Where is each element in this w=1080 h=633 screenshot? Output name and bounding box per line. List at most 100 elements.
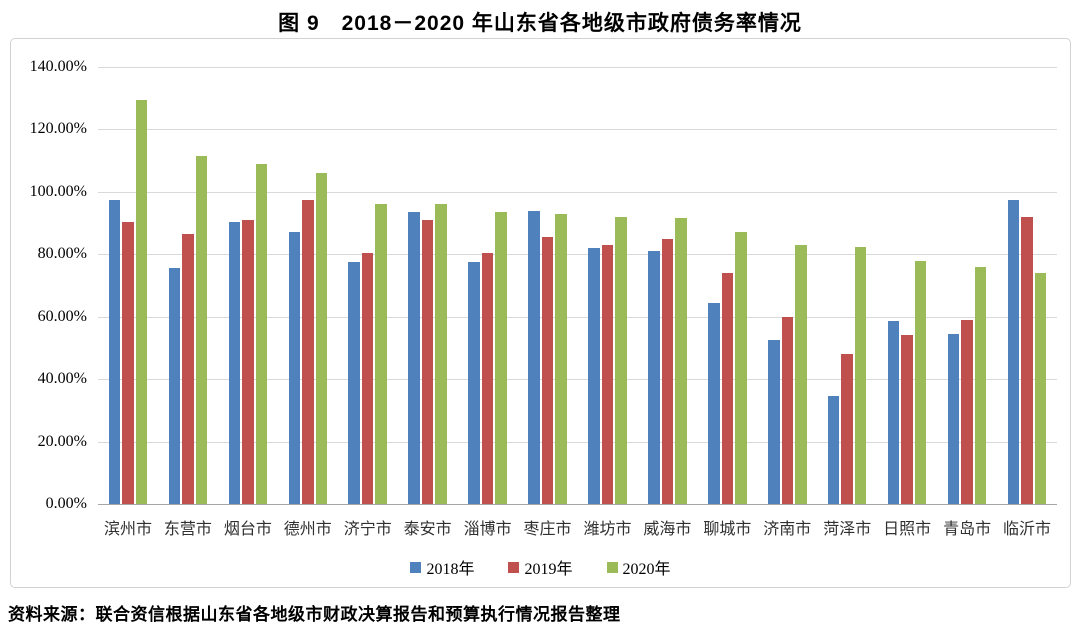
bar-2018年-聊城市 <box>708 302 720 504</box>
x-axis-tick-label: 威海市 <box>643 521 692 538</box>
legend-label: 2020年 <box>622 561 671 578</box>
gridline <box>98 379 1057 381</box>
bar-group-青岛市 <box>937 67 997 504</box>
chart-legend: 2018年 2019年 2020年 <box>11 555 1070 579</box>
bar-2020年-淄博市 <box>495 212 507 504</box>
bar-2018年-日照市 <box>887 321 900 504</box>
bar-2020年-德州市 <box>315 173 328 504</box>
bar-2019年-东营市 <box>182 234 194 504</box>
bar-2020年-潍坊市 <box>615 216 627 504</box>
bar-2019年-泰安市 <box>421 219 434 504</box>
bar-2020年-滨州市 <box>135 99 148 504</box>
bar-2019年-济宁市 <box>361 252 374 504</box>
x-axis-tick-label: 青岛市 <box>943 521 992 538</box>
bar-2019年-济南市 <box>781 316 794 504</box>
bar-group-聊城市 <box>697 67 757 504</box>
x-axis-tick-label: 东营市 <box>163 521 212 538</box>
bar-2019年-淄博市 <box>481 252 494 504</box>
bar-2020年-泰安市 <box>435 204 447 504</box>
bar-group-济宁市 <box>338 67 398 504</box>
bar-group-枣庄市 <box>518 67 578 504</box>
x-axis-tick-label: 临沂市 <box>1003 521 1052 538</box>
gridline <box>98 129 1057 131</box>
y-axis-tick-label: 140.00% <box>29 58 87 75</box>
bar-2018年-菏泽市 <box>827 396 840 504</box>
bar-2019年-菏泽市 <box>841 354 853 504</box>
bar-group-威海市 <box>637 67 697 504</box>
x-axis-tick-label: 烟台市 <box>223 521 272 538</box>
legend-swatch-icon <box>606 561 618 573</box>
bar-2019年-德州市 <box>302 199 314 504</box>
y-axis-tick-label: 60.00% <box>37 307 87 325</box>
x-axis-tick-label: 淄博市 <box>463 521 512 538</box>
bar-2018年-威海市 <box>648 251 660 504</box>
bar-2018年-淄博市 <box>468 262 480 504</box>
y-axis-tick-label: 20.00% <box>37 432 87 450</box>
legend-item-2020年: 2020年 <box>606 555 671 579</box>
x-axis-tick-label: 枣庄市 <box>523 521 572 538</box>
bar-2018年-济南市 <box>768 340 780 504</box>
bar-group-济南市 <box>757 67 817 504</box>
bar-2020年-济南市 <box>795 244 807 504</box>
bar-group-烟台市 <box>218 67 278 504</box>
bar-2019年-烟台市 <box>242 219 254 504</box>
gridline <box>98 67 1057 68</box>
bar-2020年-东营市 <box>195 156 208 504</box>
bar-group-日照市 <box>877 67 937 504</box>
x-axis-line <box>98 504 1057 505</box>
bar-group-菏泽市 <box>817 67 877 504</box>
bar-2019年-聊城市 <box>721 273 734 504</box>
x-axis-tick-label: 济宁市 <box>343 521 392 538</box>
bar-2018年-泰安市 <box>408 212 420 504</box>
bar-2018年-烟台市 <box>228 221 241 504</box>
bar-2018年-枣庄市 <box>528 210 540 504</box>
y-axis-tick-label: 120.00% <box>29 120 87 138</box>
legend-label: 2019年 <box>524 561 573 578</box>
legend-swatch-icon <box>410 561 422 573</box>
chart-title: 图 9 2018－2020 年山东省各地级市政府债务率情况 <box>278 12 802 35</box>
y-axis-tick-label: 0.00% <box>45 495 87 512</box>
x-axis-tick-label: 济南市 <box>763 521 812 538</box>
bar-2020年-菏泽市 <box>854 246 867 504</box>
bar-2020年-威海市 <box>675 218 687 504</box>
bar-2020年-临沂市 <box>1034 273 1047 504</box>
y-axis-tick-label: 80.00% <box>37 245 87 263</box>
source-note: 资料来源：联合资信根据山东省各地级市财政决算报告和预算执行情况报告整理 <box>8 605 621 624</box>
bar-group-临沂市 <box>997 67 1057 504</box>
gridline <box>98 191 1057 193</box>
bar-2020年-聊城市 <box>735 232 747 504</box>
bar-group-德州市 <box>278 67 338 504</box>
bar-group-滨州市 <box>98 67 158 504</box>
x-axis-tick-label: 聊城市 <box>703 521 752 538</box>
x-axis-tick-label: 滨州市 <box>103 521 152 538</box>
bar-2019年-临沂市 <box>1021 216 1033 504</box>
x-axis-tick-label: 日照市 <box>883 521 932 538</box>
bar-2018年-东营市 <box>168 268 181 504</box>
bar-group-东营市 <box>158 67 218 504</box>
gridline <box>98 316 1057 318</box>
y-axis-tick-label: 40.00% <box>37 370 87 388</box>
gridline <box>98 254 1057 256</box>
chart-frame: 0.00% 20.00% 40.00% 60.00% 80.00% 100.00% 120.… <box>10 38 1071 588</box>
bar-2019年-青岛市 <box>961 319 973 504</box>
bar-2018年-潍坊市 <box>588 248 600 504</box>
bar-2019年-潍坊市 <box>601 244 614 504</box>
x-axis-tick-label: 潍坊市 <box>583 521 632 538</box>
bar-2018年-德州市 <box>288 232 301 504</box>
bar-2019年-枣庄市 <box>541 237 554 504</box>
x-axis-tick-label: 德州市 <box>283 521 332 538</box>
bar-2019年-日照市 <box>901 335 913 504</box>
bar-2020年-日照市 <box>914 260 927 504</box>
bar-2018年-青岛市 <box>947 333 960 504</box>
bar-2020年-烟台市 <box>255 163 268 504</box>
bar-2020年-青岛市 <box>974 266 987 504</box>
bar-group-淄博市 <box>458 67 518 504</box>
y-axis-tick-label: 100.00% <box>29 182 87 200</box>
bar-2020年-枣庄市 <box>555 213 567 504</box>
bar-group-泰安市 <box>398 67 458 504</box>
bar-group-潍坊市 <box>578 67 638 504</box>
gridline <box>98 441 1057 443</box>
bar-2019年-威海市 <box>661 238 674 504</box>
bar-2018年-济宁市 <box>348 262 360 504</box>
x-axis-tick-label: 泰安市 <box>403 521 452 538</box>
